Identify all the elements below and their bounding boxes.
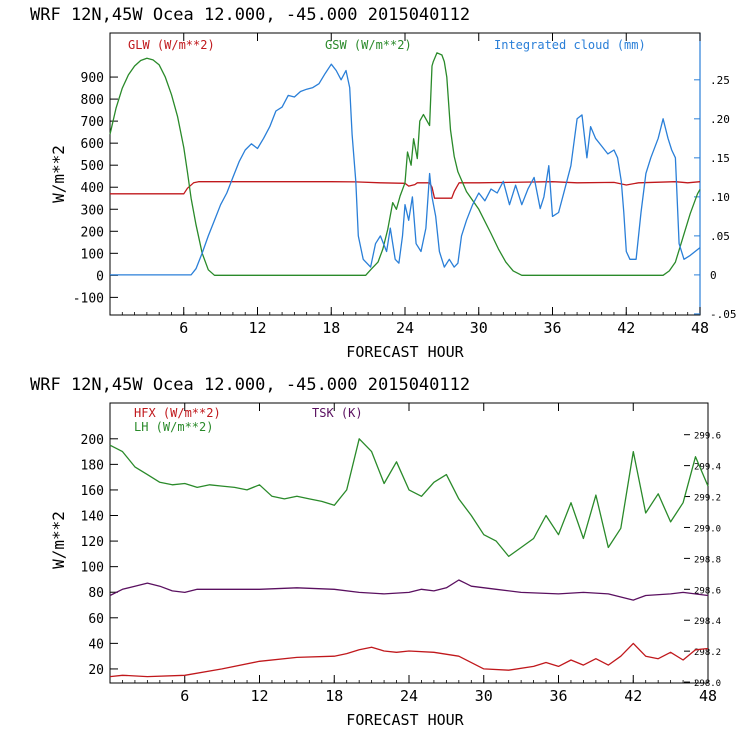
y-tick-label: 100 <box>81 561 104 576</box>
y-axis-left: -100 0 100 200 300 400 500 600 700 800 900 <box>73 71 118 306</box>
plot-frame <box>109 402 709 684</box>
panel-header: WRF 12N,45W Ocea 12.000, -45.000 2015040… <box>30 5 470 25</box>
x-tick-label: 36 <box>549 687 567 705</box>
x-tick-label: 42 <box>617 319 635 337</box>
legend-hfx: HFX (W/m**2) <box>134 406 221 420</box>
series-line-gsw <box>109 52 701 276</box>
y2-tick-label: 299.4 <box>694 463 721 473</box>
y2-tick-label: 299.6 <box>694 432 721 442</box>
y-axis-title: W/m**2 <box>49 145 68 203</box>
y-tick-label: 300 <box>81 203 104 218</box>
y2-tick-label: 298.6 <box>694 586 721 596</box>
y2-tick-label: 299.0 <box>694 524 721 534</box>
y2-tick-label: .20 <box>710 113 730 126</box>
y2-tick-label: 298.8 <box>694 555 721 565</box>
y2-tick-label: 298.2 <box>694 648 721 658</box>
y-tick-label: 140 <box>81 510 104 525</box>
series-lines <box>109 438 709 678</box>
y-tick-label: 20 <box>88 663 104 678</box>
y-axis-right: 298.0 298.2 298.4 298.6 298.8 299.0 299.2 299.4… <box>684 432 721 689</box>
legend-cloud: Integrated cloud (mm) <box>494 38 646 52</box>
y-tick-label: 200 <box>81 225 104 240</box>
y2-tick-label: .15 <box>710 152 730 165</box>
x-tick-label: 24 <box>396 319 414 337</box>
y2-tick-label: .05 <box>710 230 730 243</box>
legend-tsk: TSK (K) <box>312 406 363 420</box>
x-tick-label: 6 <box>180 687 189 705</box>
x-tick-label: 30 <box>470 319 488 337</box>
y-tick-label: 60 <box>88 612 104 627</box>
y-axis-title: W/m**2 <box>49 511 68 569</box>
x-axis: 6 12 18 24 30 36 42 48 <box>121 33 709 337</box>
y2-tick-label: 298.4 <box>694 617 721 627</box>
y-tick-label: 160 <box>81 484 104 499</box>
x-tick-label: 24 <box>400 687 418 705</box>
series-line-tsk <box>109 579 709 601</box>
x-tick-label: 48 <box>691 319 709 337</box>
x-tick-label: 30 <box>475 687 493 705</box>
y2-tick-label: .25 <box>710 74 730 87</box>
x-tick-label: 12 <box>248 319 266 337</box>
y-axis-right: -.05 0 .05 .10 .15 .20 .25 <box>694 74 737 321</box>
panel-header: WRF 12N,45W Ocea 12.000, -45.000 2015040… <box>30 375 470 395</box>
y-tick-label: -100 <box>73 291 104 306</box>
x-tick-label: 48 <box>699 687 717 705</box>
y2-tick-label: -.05 <box>710 308 737 321</box>
x-axis-title: FORECAST HOUR <box>346 343 464 361</box>
legend-gsw: GSW (W/m**2) <box>325 38 412 52</box>
panel-fluxes: WRF 12N,45W Ocea 12.000, -45.000 2015040… <box>30 375 721 729</box>
y-tick-label: 400 <box>81 181 104 196</box>
legend-lh: LH (W/m**2) <box>134 420 213 434</box>
y-tick-label: 100 <box>81 247 104 262</box>
y-tick-label: 0 <box>96 269 104 284</box>
y-tick-label: 180 <box>81 458 104 473</box>
x-tick-label: 18 <box>322 319 340 337</box>
series-line-glw <box>110 181 701 199</box>
series-lines <box>109 52 701 276</box>
series-line-integrated-cloud <box>110 63 701 276</box>
legend-glw: GLW (W/m**2) <box>128 38 215 52</box>
y-tick-label: 600 <box>81 137 104 152</box>
plot-frame <box>109 32 701 316</box>
y2-tick-label: 0 <box>710 269 717 282</box>
y2-tick-label: 299.2 <box>694 494 721 504</box>
y-tick-label: 200 <box>81 433 104 448</box>
y-tick-label: 800 <box>81 93 104 108</box>
x-tick-label: 6 <box>179 319 188 337</box>
y-tick-label: 900 <box>81 71 104 86</box>
y-tick-label: 500 <box>81 159 104 174</box>
y-tick-label: 80 <box>88 586 104 601</box>
y2-tick-label: .10 <box>710 191 730 204</box>
x-axis-title: FORECAST HOUR <box>346 711 464 729</box>
x-tick-label: 42 <box>624 687 642 705</box>
y2-tick-label: 298.0 <box>694 679 721 689</box>
x-tick-label: 18 <box>325 687 343 705</box>
y-tick-label: 120 <box>81 535 104 550</box>
series-line-hfx <box>109 642 709 678</box>
x-tick-label: 12 <box>250 687 268 705</box>
panel-radiation: WRF 12N,45W Ocea 12.000, -45.000 2015040… <box>30 5 737 361</box>
y-tick-label: 700 <box>81 115 104 130</box>
y-tick-label: 40 <box>88 637 104 652</box>
x-tick-label: 36 <box>543 319 561 337</box>
y-axis-left: 20 40 60 80 100 120 140 160 180 200 <box>81 433 118 678</box>
x-axis: 6 12 18 24 30 36 42 48 <box>122 403 717 705</box>
series-line-lh <box>109 438 709 558</box>
